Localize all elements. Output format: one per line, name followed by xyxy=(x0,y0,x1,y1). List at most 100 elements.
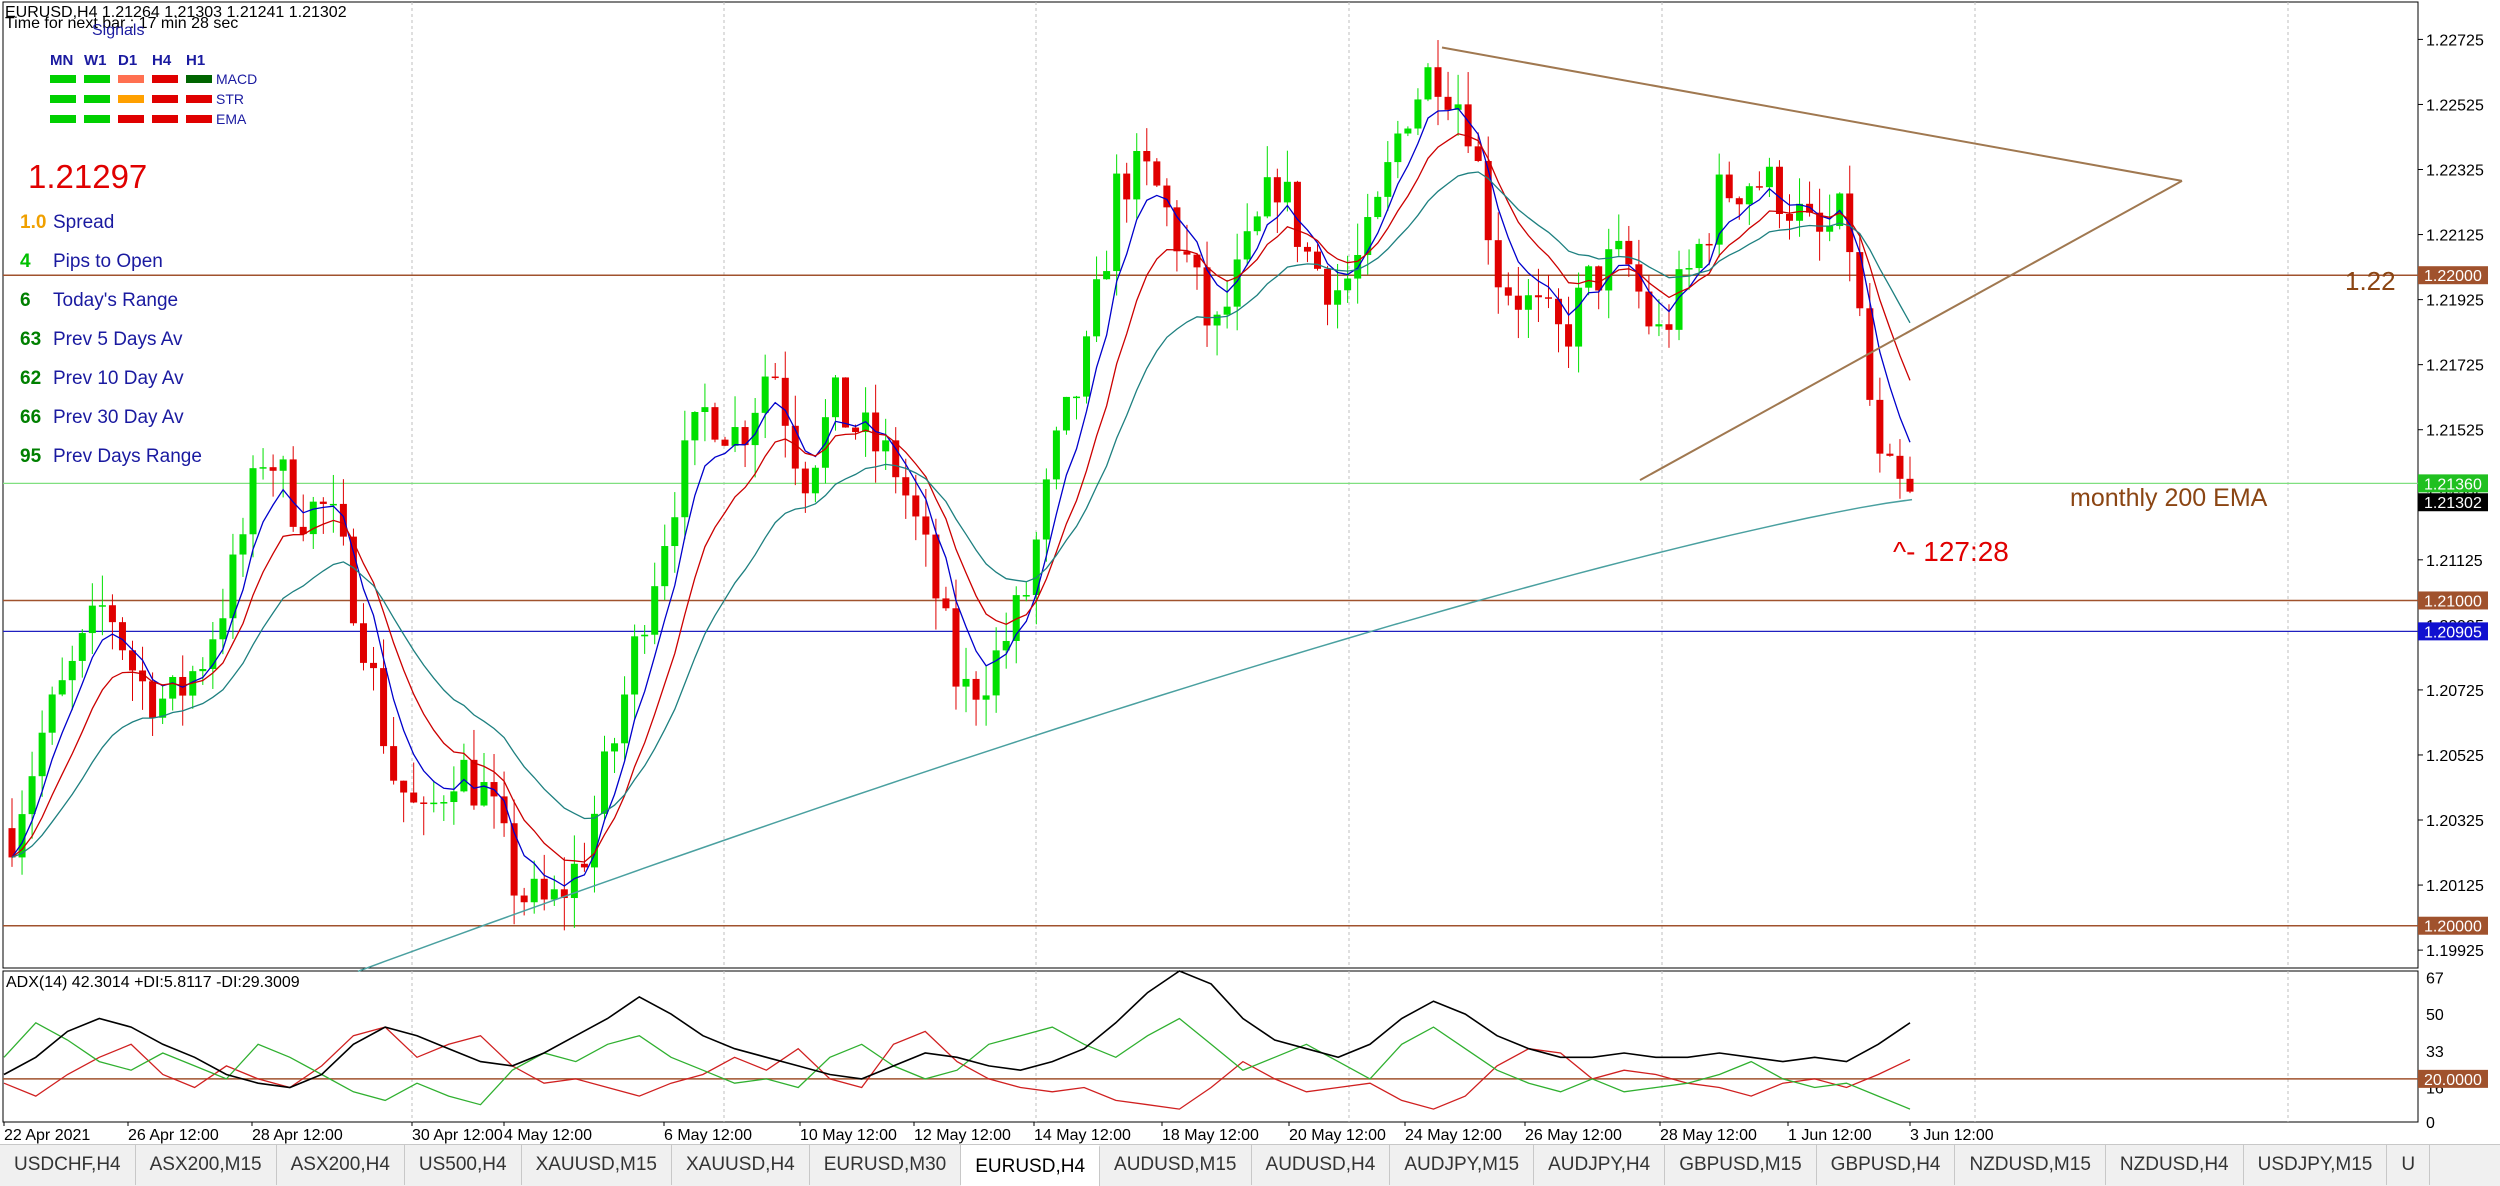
tab-gbpusd-m15[interactable]: GBPUSD,M15 xyxy=(1665,1145,1817,1185)
candle-body xyxy=(922,516,930,535)
candle-body xyxy=(1163,185,1171,208)
candle-body xyxy=(580,863,588,868)
y-tick-label: 1.21525 xyxy=(2426,423,2484,440)
candle-body xyxy=(1715,174,1723,245)
chart-canvas[interactable]: 1.22725 1.22525 1.22325 1.22125 1.21925 1.217… xyxy=(0,0,2500,1144)
candle-body xyxy=(339,503,347,537)
candle-body xyxy=(721,439,729,446)
stat-value: 1.0 xyxy=(20,212,47,233)
candle-body xyxy=(1534,295,1542,298)
candle-body xyxy=(1123,173,1131,200)
time-axis: 22 Apr 2021 26 Apr 12:00 28 Apr 12:00 30 Ap… xyxy=(3,1122,1994,1144)
candle-body xyxy=(38,732,46,777)
candle-body xyxy=(761,376,769,413)
candle-body xyxy=(1846,193,1854,253)
x-tick-label: 26 May 12:00 xyxy=(1525,1127,1622,1144)
candle-body xyxy=(390,746,398,781)
tab-asx200-m15[interactable]: ASX200,M15 xyxy=(136,1145,277,1185)
candle-body xyxy=(992,650,1000,696)
signal-label: STR xyxy=(216,91,244,107)
tab-xauusd-h4[interactable]: XAUUSD,H4 xyxy=(672,1145,810,1185)
signal-bar xyxy=(50,115,76,123)
signal-bar xyxy=(186,75,212,83)
candle-body xyxy=(831,377,839,418)
y-tick-label: 1.22125 xyxy=(2426,228,2484,245)
candle-body xyxy=(1474,146,1482,162)
stat-row: 63 Prev 5 Days Av xyxy=(20,329,202,368)
candle-body xyxy=(932,534,940,599)
tab-audusd-m15[interactable]: AUDUSD,M15 xyxy=(1100,1145,1252,1185)
symbol-header: EURUSD,H4 1.21264 1.21303 1.21241 1.2130… xyxy=(5,4,347,21)
tab-eurusd-h4[interactable]: EURUSD,H4 xyxy=(961,1145,1101,1186)
x-tick-label: 3 Jun 12:00 xyxy=(1910,1127,1994,1144)
candle-body xyxy=(1032,539,1040,596)
tab-asx200-h4[interactable]: ASX200,H4 xyxy=(277,1145,405,1185)
candle-body xyxy=(1625,240,1633,265)
candle-body xyxy=(1103,271,1111,280)
signal-timeframe: H1 xyxy=(186,52,206,69)
tab-nzdusd-h4[interactable]: NZDUSD,H4 xyxy=(2106,1145,2244,1185)
candle-body xyxy=(952,608,960,687)
candle-body xyxy=(1002,640,1010,651)
stat-value: 6 xyxy=(20,290,31,311)
stat-value: 62 xyxy=(20,368,42,389)
candle-body xyxy=(1544,297,1552,299)
candle-body xyxy=(631,636,639,695)
tab-u[interactable]: U xyxy=(2387,1145,2431,1185)
candle-body xyxy=(118,622,126,651)
candle-body xyxy=(98,605,106,607)
candle-body xyxy=(751,412,759,446)
tab-usdchf-h4[interactable]: USDCHF,H4 xyxy=(0,1145,136,1185)
candle-body xyxy=(1745,186,1753,205)
candle-body xyxy=(1042,479,1050,540)
candle-body xyxy=(1293,181,1301,247)
main-frame xyxy=(2,1,2419,969)
current-price: 1.21297 xyxy=(28,158,148,195)
candle-body xyxy=(1524,295,1532,310)
candle-body xyxy=(1796,203,1804,221)
triangle-upper-line xyxy=(1441,46,2183,182)
candle-body xyxy=(570,863,578,899)
candle-body xyxy=(1876,399,1884,454)
candle-body xyxy=(209,639,217,669)
tab-audjpy-h4[interactable]: AUDJPY,H4 xyxy=(1534,1145,1666,1185)
candle-body xyxy=(460,759,468,792)
candle-body xyxy=(671,517,679,547)
tab-audjpy-m15[interactable]: AUDJPY,M15 xyxy=(1390,1145,1535,1185)
candle-body xyxy=(1896,455,1904,479)
signal-bar xyxy=(84,95,110,103)
candle-body xyxy=(1816,212,1824,232)
tab-us500-h4[interactable]: US500,H4 xyxy=(405,1145,522,1185)
candle-body xyxy=(1494,240,1502,288)
stat-row: 95 Prev Days Range xyxy=(20,446,202,485)
candle-body xyxy=(1083,336,1091,397)
tab-usdjpy-m15[interactable]: USDJPY,M15 xyxy=(2244,1145,2388,1185)
y-tick-label: 1.20525 xyxy=(2426,748,2484,765)
adx-label: ADX(14) 42.3014 +DI:5.8117 -DI:29.3009 xyxy=(6,974,300,991)
candle-body xyxy=(1183,251,1191,255)
tab-gbpusd-h4[interactable]: GBPUSD,H4 xyxy=(1817,1145,1956,1185)
candle-body xyxy=(1755,186,1763,188)
candle-body xyxy=(1645,291,1653,327)
tab-xauusd-m15[interactable]: XAUUSD,M15 xyxy=(522,1145,672,1185)
candle-body xyxy=(400,780,408,793)
candle-body xyxy=(1444,96,1452,110)
adx-y-tick-label: 67 xyxy=(2426,970,2444,987)
tab-nzdusd-m15[interactable]: NZDUSD,M15 xyxy=(1955,1145,2106,1185)
candle-body xyxy=(1575,287,1583,347)
y-tick-label: 1.22525 xyxy=(2426,97,2484,114)
candle-body xyxy=(1253,216,1261,232)
candle-body xyxy=(731,427,739,446)
tab-audusd-h4[interactable]: AUDUSD,H4 xyxy=(1252,1145,1391,1185)
stat-row: 6 Today's Range xyxy=(20,290,202,329)
candle-body xyxy=(48,694,56,733)
level-price-tag xyxy=(2418,916,2488,935)
triangle-pattern[interactable] xyxy=(1441,46,2183,481)
signals-title: Signals xyxy=(92,22,145,39)
candle-body xyxy=(741,427,749,446)
candle-body xyxy=(349,536,357,624)
tab-eurusd-m30[interactable]: EURUSD,M30 xyxy=(810,1145,962,1185)
adx-level-label: 20.0000 xyxy=(2424,1072,2482,1089)
candle-body xyxy=(1665,324,1673,330)
adx-y-tick-label: 0 xyxy=(2426,1115,2435,1132)
